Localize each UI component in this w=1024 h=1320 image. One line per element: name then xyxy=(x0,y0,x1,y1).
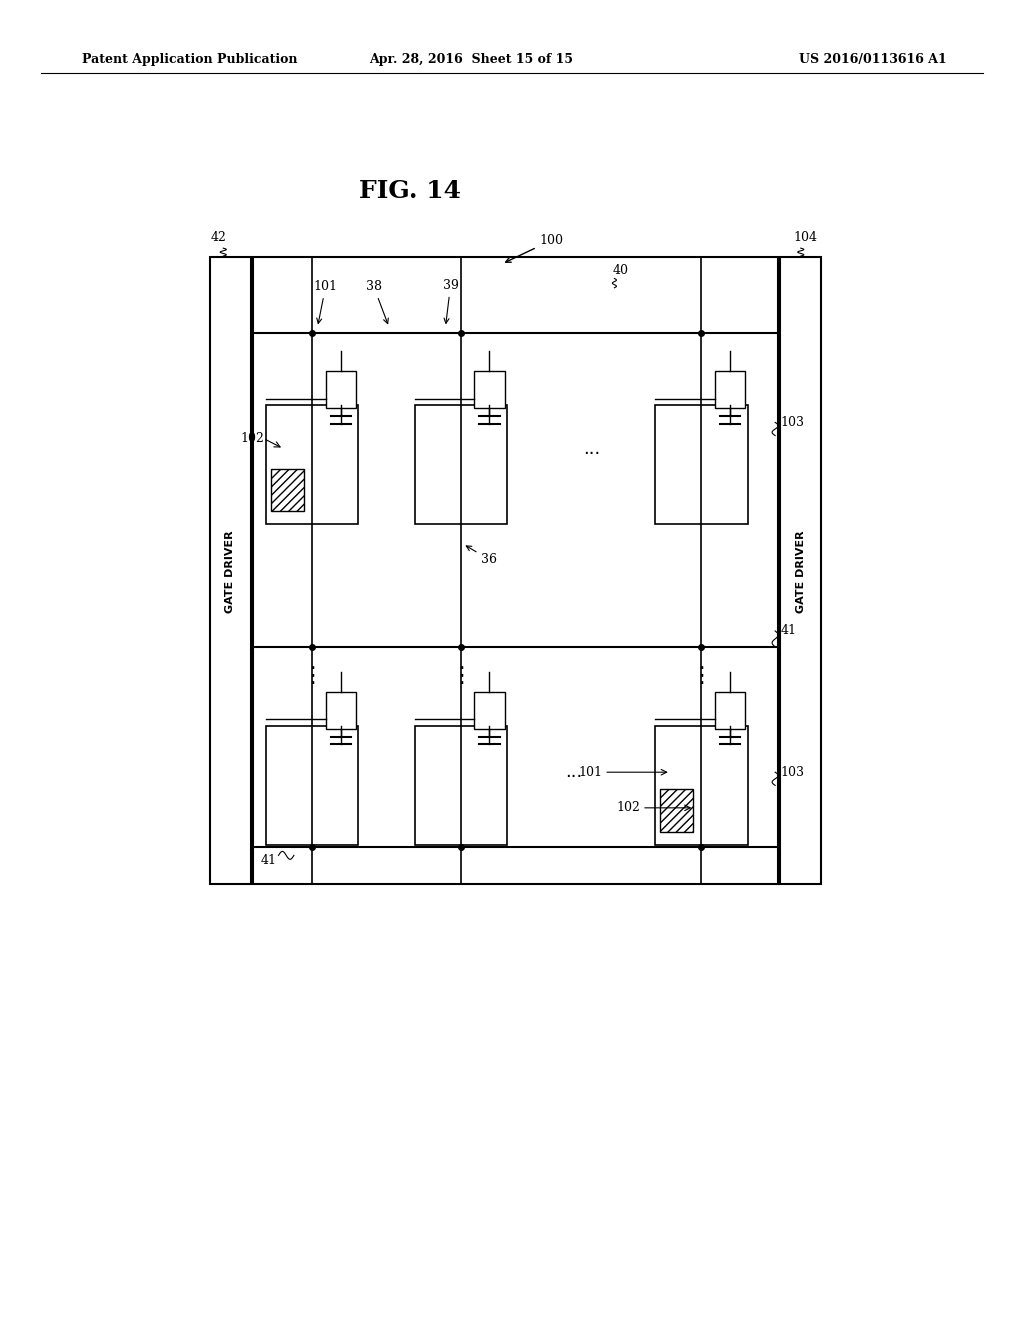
Text: FIG. 14: FIG. 14 xyxy=(358,180,461,203)
Text: 40: 40 xyxy=(612,264,629,277)
Bar xyxy=(415,726,507,845)
Bar xyxy=(660,789,693,832)
Text: ⋮: ⋮ xyxy=(301,665,324,686)
Text: 104: 104 xyxy=(794,231,818,244)
Text: 41: 41 xyxy=(780,624,797,638)
Bar xyxy=(655,726,748,845)
Text: 102: 102 xyxy=(241,432,264,445)
Text: US 2016/0113616 A1: US 2016/0113616 A1 xyxy=(799,53,946,66)
Text: Patent Application Publication: Patent Application Publication xyxy=(82,53,297,66)
Text: 38: 38 xyxy=(366,280,388,323)
Bar xyxy=(655,405,748,524)
Bar xyxy=(210,257,251,884)
Bar xyxy=(474,371,505,408)
Bar xyxy=(266,405,358,524)
Text: 103: 103 xyxy=(780,416,804,429)
Bar xyxy=(266,726,358,845)
Text: ...: ... xyxy=(565,763,582,781)
Bar xyxy=(253,257,778,884)
Bar xyxy=(780,257,821,884)
Text: ⋮: ⋮ xyxy=(450,665,472,686)
Text: 101: 101 xyxy=(313,280,338,323)
Text: 36: 36 xyxy=(466,546,498,566)
Text: GATE DRIVER: GATE DRIVER xyxy=(225,531,236,612)
Text: 103: 103 xyxy=(780,766,804,779)
Text: 101: 101 xyxy=(579,766,602,779)
Bar xyxy=(326,692,356,729)
Bar xyxy=(326,371,356,408)
Bar xyxy=(474,692,505,729)
Text: 39: 39 xyxy=(442,279,459,323)
Text: 41: 41 xyxy=(260,854,276,867)
Text: ⋮: ⋮ xyxy=(690,665,713,686)
Bar xyxy=(715,371,745,408)
Bar xyxy=(271,469,304,511)
Text: Apr. 28, 2016  Sheet 15 of 15: Apr. 28, 2016 Sheet 15 of 15 xyxy=(369,53,573,66)
Bar xyxy=(715,692,745,729)
Text: 102: 102 xyxy=(616,801,640,814)
Text: 42: 42 xyxy=(210,231,226,244)
Text: GATE DRIVER: GATE DRIVER xyxy=(796,531,806,612)
Text: ...: ... xyxy=(584,440,600,458)
Text: 100: 100 xyxy=(506,234,563,263)
Bar xyxy=(415,405,507,524)
